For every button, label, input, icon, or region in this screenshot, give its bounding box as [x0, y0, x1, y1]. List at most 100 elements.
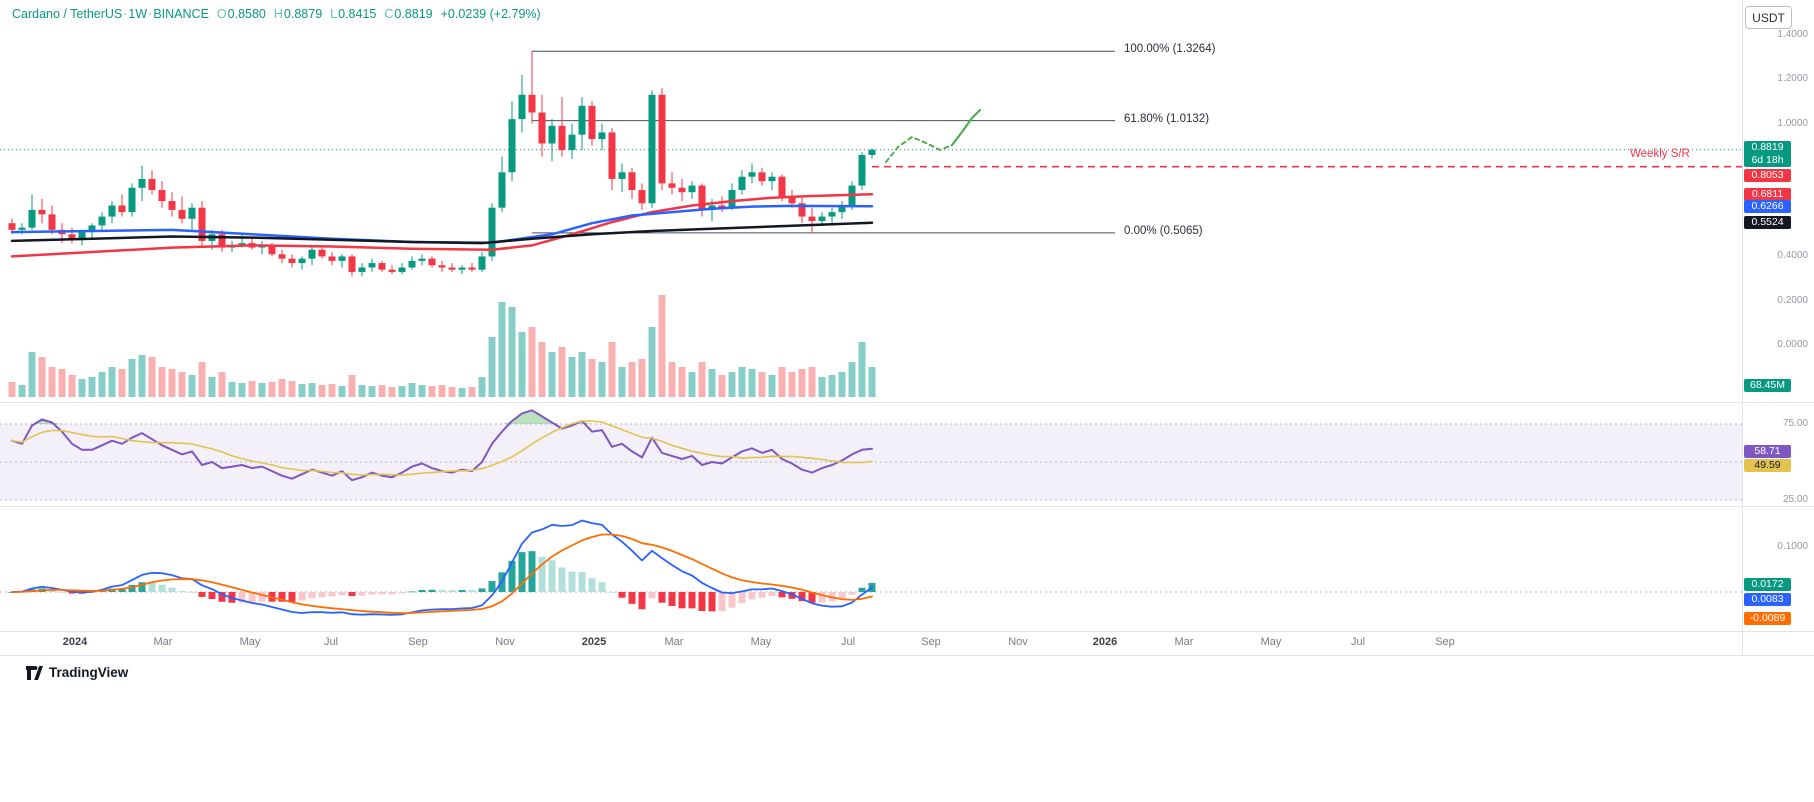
volume-bar	[428, 386, 436, 397]
volume-bar	[118, 369, 126, 397]
candle-body	[368, 263, 376, 268]
symbol-title[interactable]: Cardano / TetherUS · 1W · BINANCE	[12, 7, 209, 21]
time-axis-label: Sep	[921, 636, 941, 648]
macd-histogram-bar	[818, 592, 826, 603]
candle-body	[598, 132, 606, 140]
time-axis-label: May	[239, 636, 261, 648]
time-axis-label: May	[750, 636, 772, 648]
candle-body	[318, 249, 326, 257]
macd-histogram-bar	[398, 592, 406, 594]
macd-axis-label: 0.1000	[1777, 541, 1808, 552]
volume-bar	[328, 384, 336, 397]
macd-histogram-bar	[838, 592, 846, 600]
currency-toggle-button[interactable]: USDT	[1745, 6, 1792, 29]
macd-histogram-bar	[328, 592, 336, 597]
macd-histogram-bar	[118, 588, 126, 592]
candle-body	[798, 203, 806, 217]
candle-body	[398, 267, 406, 272]
macd-line	[11, 519, 873, 616]
tradingview-logo-icon	[26, 665, 43, 680]
candle-body	[218, 234, 226, 248]
volume-bar	[678, 367, 686, 397]
volume-bar	[788, 372, 796, 397]
fib-level-label[interactable]: 100.00% (1.3264)	[1124, 43, 1216, 56]
macd-histogram-bar	[788, 592, 796, 599]
volume-bar	[818, 377, 826, 397]
black-ma-price-badge-text: 0.5524	[1751, 216, 1784, 229]
volume-bar	[178, 372, 186, 397]
candle-body	[568, 134, 576, 151]
volume-bar	[628, 362, 636, 397]
chart-canvas[interactable]	[0, 0, 1814, 656]
fib-level-label[interactable]: 61.80% (1.0132)	[1124, 112, 1210, 125]
candle-body	[658, 94, 666, 184]
ohlc-close: C 0.8819	[384, 7, 432, 21]
time-axis-label: 2025	[581, 636, 607, 648]
candle-body	[338, 256, 346, 261]
macd-histogram-bar	[218, 592, 226, 602]
macd-histogram-bar	[548, 560, 556, 592]
macd-histogram-bar	[48, 590, 56, 592]
price-scale[interactable]	[1742, 0, 1814, 655]
macd-histogram-bar	[618, 592, 626, 598]
projection-drawing[interactable]	[950, 108, 982, 147]
volume-bar	[288, 381, 296, 397]
weekly-sr-label[interactable]: Weekly S/R	[1630, 148, 1690, 160]
rsi-ma-line	[11, 420, 873, 476]
macd-histogram-bar	[248, 592, 256, 603]
volume-bar	[228, 382, 236, 397]
blue-ma-line	[10, 204, 874, 244]
macd-histogram-bar	[288, 592, 296, 602]
candle-body	[488, 207, 496, 257]
volume-bar	[718, 375, 726, 397]
macd-histogram-bar	[338, 592, 346, 596]
macd-histogram-bar	[488, 581, 496, 592]
macd-histogram-bar	[768, 592, 776, 597]
macd-histogram-bar	[418, 589, 426, 592]
macd-histogram-bar	[238, 592, 246, 603]
candle-body	[648, 94, 656, 204]
candle-body	[328, 256, 336, 261]
macd-histogram-bar	[808, 592, 816, 603]
candle-body	[98, 216, 106, 226]
volume-bar	[468, 387, 476, 397]
volume-bar	[268, 382, 276, 397]
volume-bar	[98, 372, 106, 397]
macd-histogram-bar	[598, 582, 606, 592]
candle-body	[498, 172, 506, 208]
red-ma-price-badge: 0.6811	[1744, 187, 1791, 201]
candle-body	[748, 172, 756, 177]
time-axis-label: Sep	[408, 636, 428, 648]
candle-body	[278, 254, 286, 259]
volume-bar	[768, 375, 776, 397]
macd-histogram-bar	[538, 556, 546, 592]
current-price-badge-text: 0.8819	[1751, 140, 1784, 153]
macd-histogram-bar	[388, 592, 396, 595]
candle-body	[628, 172, 636, 190]
fib-level-label[interactable]: 0.00% (0.5065)	[1124, 224, 1203, 237]
volume-bar	[358, 385, 366, 397]
volume-bar	[258, 383, 266, 397]
macd-histogram-bar	[848, 592, 856, 595]
macd-histogram-bar	[358, 592, 366, 596]
volume-bar	[508, 307, 516, 397]
macd-hist-badge: 0.0172	[1744, 577, 1791, 591]
volume-bar	[618, 367, 626, 397]
candle-body	[88, 225, 96, 233]
volume-bar	[278, 379, 286, 397]
candle-body	[558, 125, 566, 151]
volume-bar	[388, 387, 396, 397]
candle-body	[478, 256, 486, 270]
high-value: 0.8879	[283, 7, 323, 21]
tradingview-attribution[interactable]: TradingView	[26, 665, 128, 680]
candle-body	[738, 176, 746, 190]
ohlc-high: H 0.8879	[274, 7, 322, 21]
candle-body	[288, 258, 296, 264]
volume-bar	[528, 327, 536, 397]
volume-bar	[418, 385, 426, 397]
candle-body	[78, 232, 86, 239]
time-axis-label: Jul	[323, 636, 339, 648]
time-axis-label: 2026	[1092, 636, 1118, 648]
volume-bar	[28, 352, 36, 397]
candle-body	[28, 209, 36, 228]
